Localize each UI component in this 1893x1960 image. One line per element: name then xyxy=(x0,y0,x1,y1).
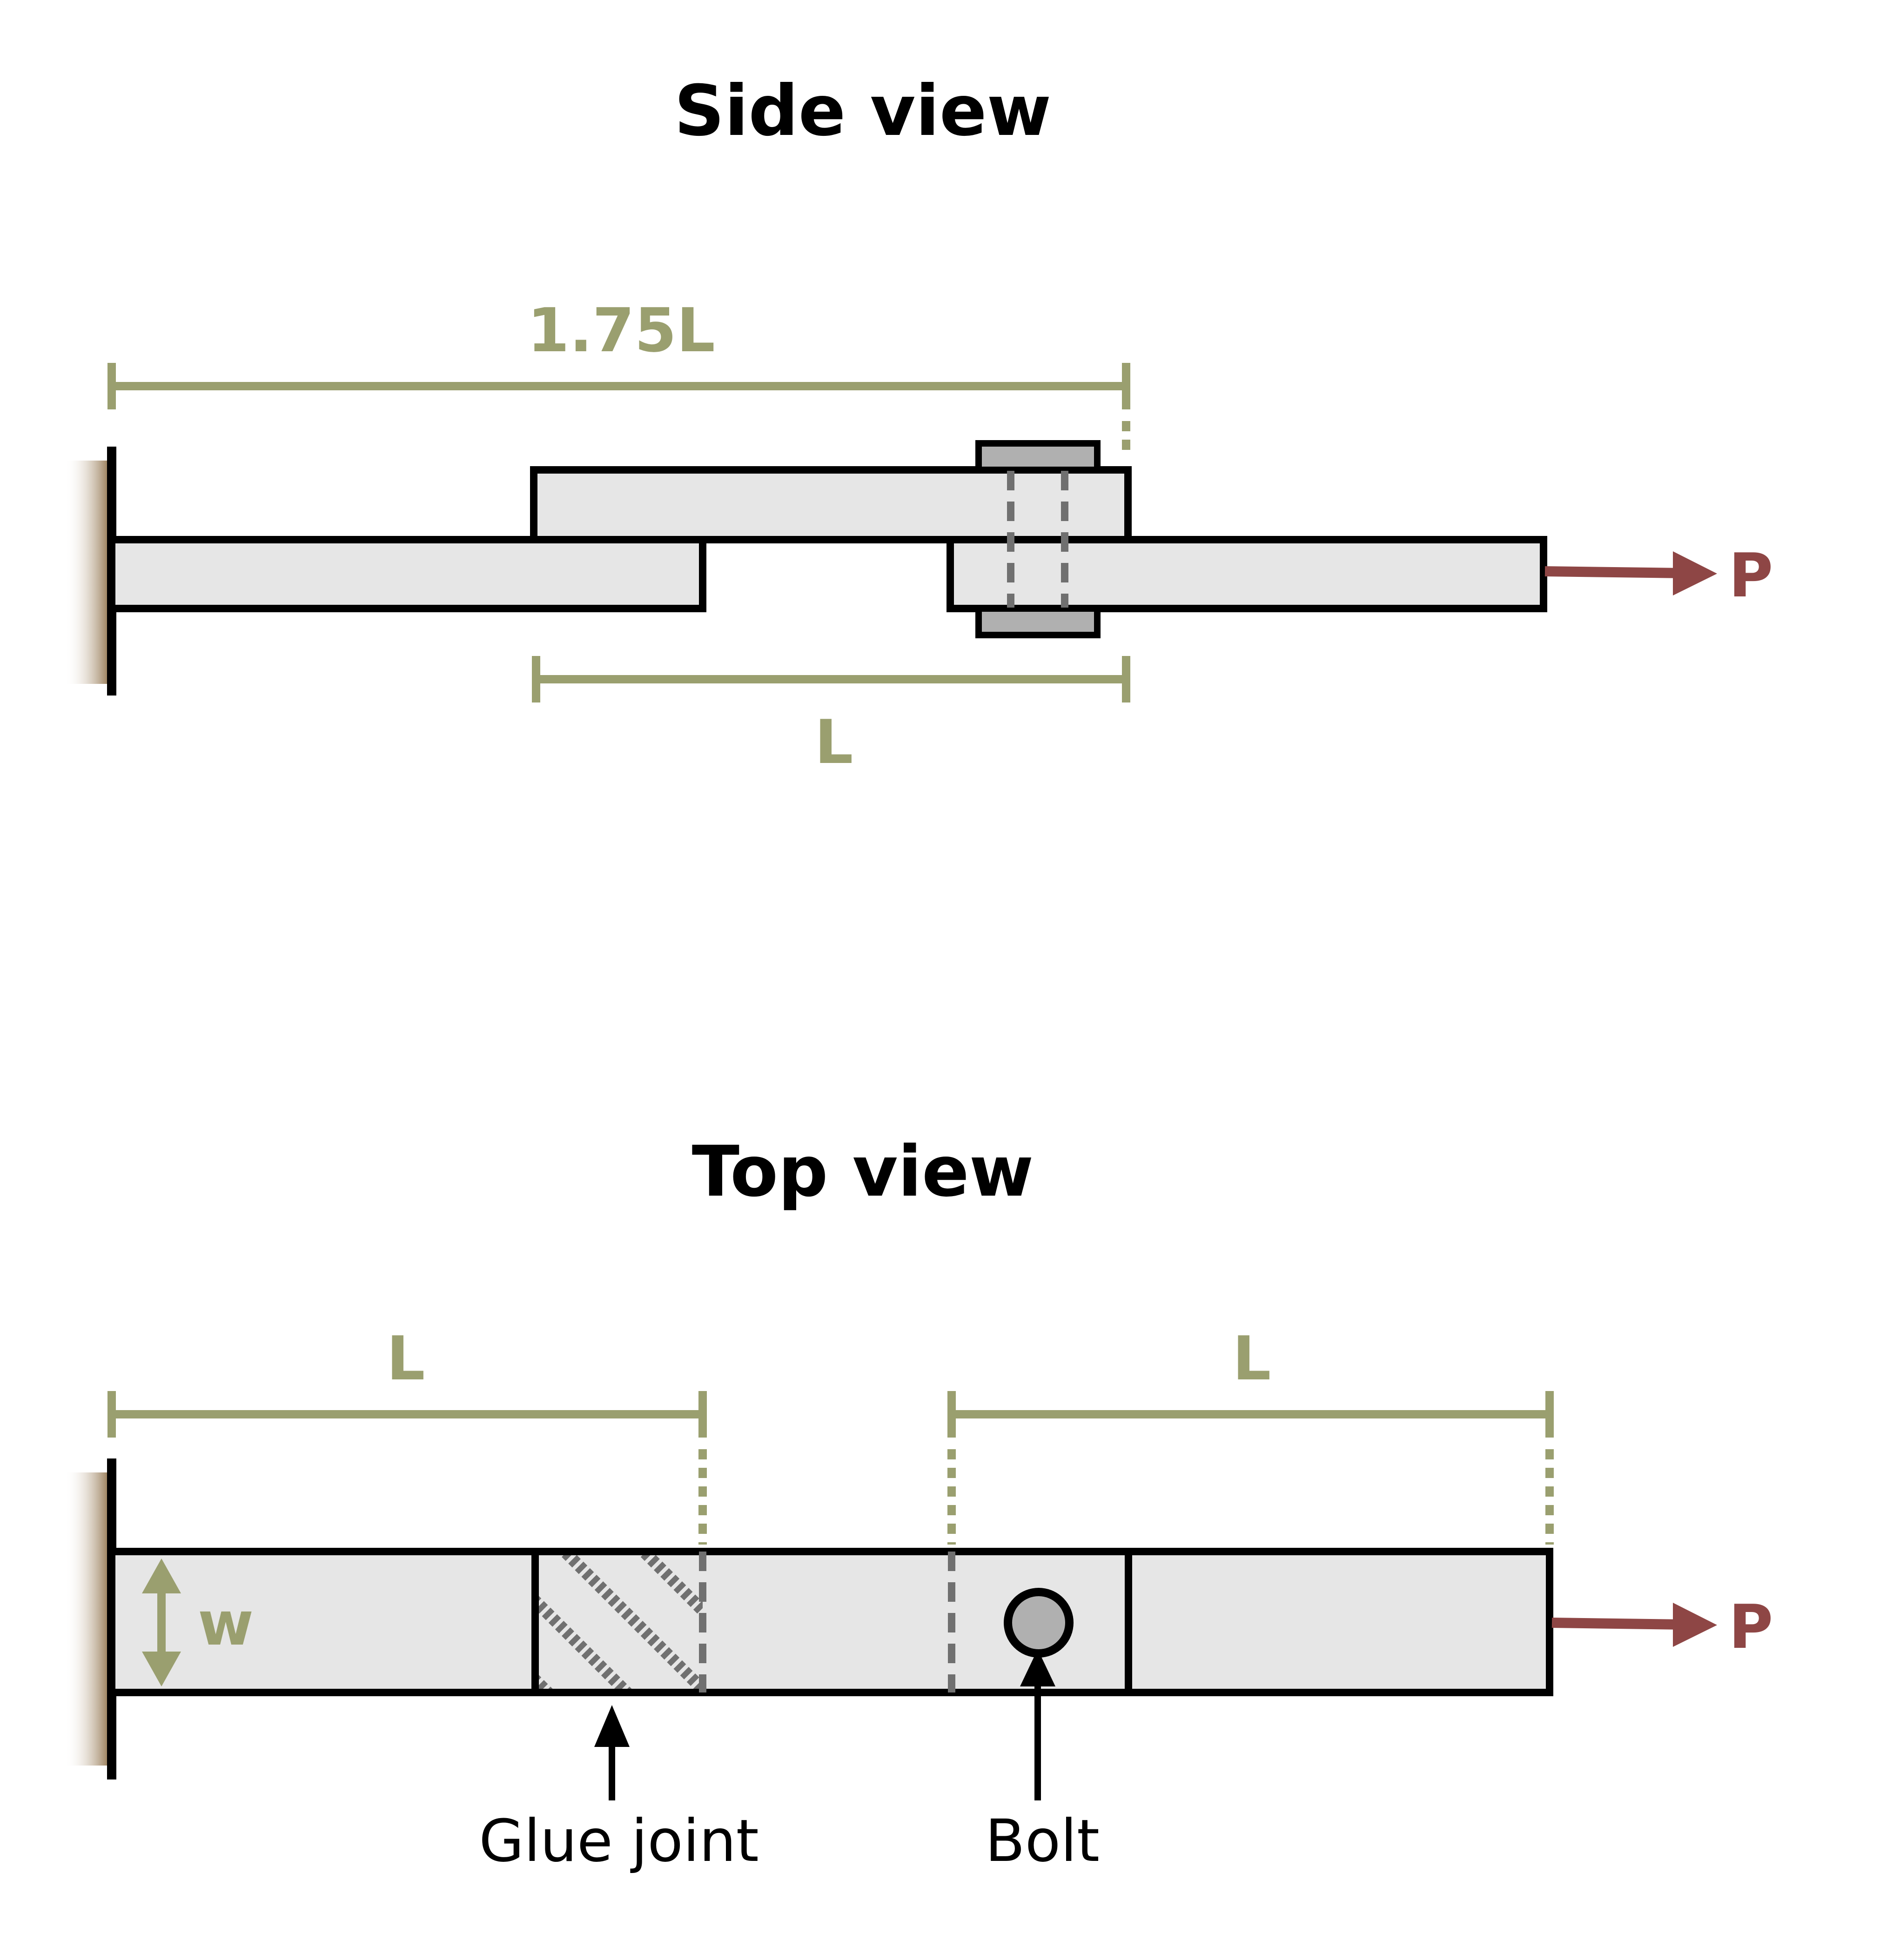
side-wall-shading xyxy=(65,461,112,684)
side-dimension-bottom xyxy=(532,656,1130,702)
top-view-title: Top view xyxy=(692,1131,1034,1212)
top-width-label: w xyxy=(198,1588,254,1659)
side-bolt-head xyxy=(975,440,1101,473)
side-view-title: Side view xyxy=(674,71,1051,152)
top-bolt-icon xyxy=(1004,1588,1074,1658)
glue-joint-label: Glue joint xyxy=(479,1807,759,1875)
top-glue-joint xyxy=(535,1555,703,1689)
top-width-indicator xyxy=(142,1559,181,1686)
top-load-label: P xyxy=(1729,1592,1773,1662)
side-right-bar xyxy=(946,536,1547,612)
side-dimension-top xyxy=(107,363,1130,454)
top-dimension-right-label: L xyxy=(1233,1323,1271,1394)
glue-pointer-arrow xyxy=(594,1705,630,1800)
side-left-bar xyxy=(108,536,706,612)
top-dimension-left-label: L xyxy=(387,1323,425,1394)
top-dimension-right xyxy=(947,1391,1554,1545)
top-dimension-left xyxy=(107,1391,707,1545)
side-load-arrow xyxy=(1544,551,1717,595)
side-bolt-shank xyxy=(1007,471,1068,608)
side-load-label: P xyxy=(1729,540,1773,611)
top-load-arrow xyxy=(1551,1603,1717,1647)
side-top-bar xyxy=(530,466,1132,543)
side-dimension-bottom-label: L xyxy=(815,707,853,777)
top-member xyxy=(108,1548,1553,1696)
side-bolt-nut xyxy=(975,605,1101,638)
bolt-pointer-arrow xyxy=(1020,1649,1055,1800)
side-dimension-top-label: 1.75L xyxy=(527,295,715,366)
bolt-label: Bolt xyxy=(985,1807,1100,1875)
top-wall-shading xyxy=(65,1472,112,1766)
